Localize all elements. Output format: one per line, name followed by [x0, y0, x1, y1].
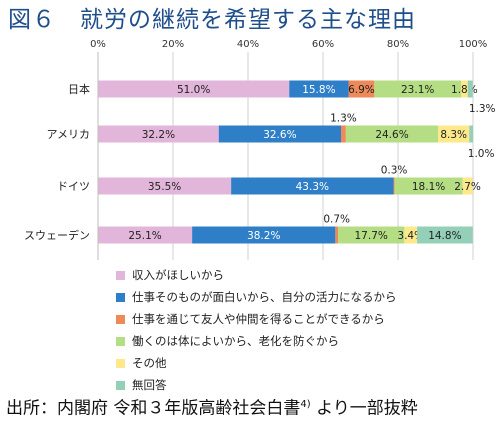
legend-swatch	[116, 292, 125, 302]
legend-item: 無回答	[116, 374, 500, 396]
source-footer: 出所：内閣府 令和３年版高齢社会白書4) より一部抜粋	[6, 392, 496, 419]
source-note: 4)	[300, 399, 311, 410]
data-label: 0.7%	[323, 214, 350, 226]
bar-segment	[404, 226, 418, 244]
source-text: 出所：内閣府 令和３年版高齢社会白書	[6, 398, 301, 419]
bar-segment	[417, 226, 473, 244]
data-label: 32.6%	[263, 129, 296, 141]
category-label: アメリカ	[47, 128, 90, 141]
legend-item: 収入がほしいから	[116, 264, 500, 286]
data-label: 1.8%	[451, 84, 478, 96]
x-tick-label: 80%	[387, 39, 409, 50]
bar-segment	[374, 80, 461, 98]
x-tick-label: 20%	[162, 39, 184, 50]
bar-segment	[461, 80, 468, 98]
category-label: 日本	[68, 82, 90, 96]
data-label: 2.7%	[454, 181, 481, 193]
bar-segment	[393, 177, 395, 195]
legend-label: 仕事そのものが面白いから、自分の活力になるから	[132, 290, 397, 304]
legend-item: その他	[116, 352, 500, 374]
x-tick-label: 40%	[237, 39, 259, 50]
bar-segment	[98, 177, 232, 195]
legend-label: 働くのは体によいから、老化を防ぐから	[132, 334, 339, 348]
bar-segment	[335, 226, 338, 244]
chart-legend: 収入がほしいから仕事そのものが面白いから、自分の活力になるから 仕事を通じて友人や…	[116, 264, 500, 396]
bar-segment	[467, 80, 473, 98]
data-label: 1.0%	[468, 148, 495, 160]
category-label: ドイツ	[57, 180, 90, 193]
data-label: 25.1%	[128, 230, 161, 242]
bar-segment	[98, 125, 219, 143]
legend-swatch	[116, 358, 125, 368]
legend-item: 働くのは体によいから、老化を防ぐから	[116, 330, 500, 352]
data-label: 1.3%	[330, 113, 357, 125]
data-label: 8.3%	[440, 129, 467, 141]
category-label: スウェーデン	[24, 228, 90, 242]
bar-segment	[192, 226, 336, 244]
data-label: 51.0%	[177, 84, 210, 96]
bar-segment	[345, 125, 439, 143]
chart-title: 図６ 就労の継続を希望する主な理由	[8, 7, 416, 33]
data-label: 23.1%	[401, 84, 434, 96]
data-label: 6.9%	[348, 84, 375, 96]
data-label: 15.8%	[302, 84, 335, 96]
bar-segment	[231, 177, 394, 195]
legend-item: 仕事を通じて友人や仲間を得ることができるから	[116, 308, 500, 330]
x-tick-label: 60%	[312, 39, 334, 50]
bar-segment	[98, 226, 193, 244]
data-label: 24.6%	[375, 129, 408, 141]
legend-label: 収入がほしいから	[132, 268, 224, 282]
bar-segment	[289, 80, 349, 98]
bar-segment	[462, 177, 473, 195]
bar-segment	[469, 125, 473, 143]
data-label: 0.3%	[381, 165, 408, 177]
bar-segment	[341, 125, 346, 143]
bar-segment	[348, 80, 375, 98]
data-label: 17.7%	[355, 230, 388, 242]
legend-swatch	[116, 336, 125, 346]
data-label: 35.5%	[148, 181, 181, 193]
legend-item: 仕事そのものが面白いから、自分の活力になるから	[116, 286, 500, 308]
legend-swatch	[116, 380, 125, 390]
legend-swatch	[116, 314, 125, 324]
data-label: 32.2%	[142, 129, 175, 141]
legend-label: 無回答	[132, 378, 167, 392]
data-label: 18.1%	[412, 181, 445, 193]
bar-segment	[338, 226, 405, 244]
bar-segment	[394, 177, 463, 195]
bar-segment	[438, 125, 470, 143]
data-label: 1.3%	[469, 103, 496, 115]
bar-segment	[98, 80, 290, 98]
data-label: 14.8%	[428, 230, 461, 242]
legend-swatch	[116, 270, 125, 280]
x-tick-label: 0%	[90, 39, 106, 50]
source-suffix: より一部抜粋	[310, 398, 418, 419]
legend-label: 仕事を通じて友人や仲間を得ることができるから	[132, 312, 385, 326]
data-label: 43.3%	[296, 181, 329, 193]
data-label: 38.2%	[247, 230, 280, 242]
x-tick-label: 100%	[459, 39, 488, 50]
bar-segment	[218, 125, 341, 143]
legend-label: その他	[132, 356, 167, 370]
